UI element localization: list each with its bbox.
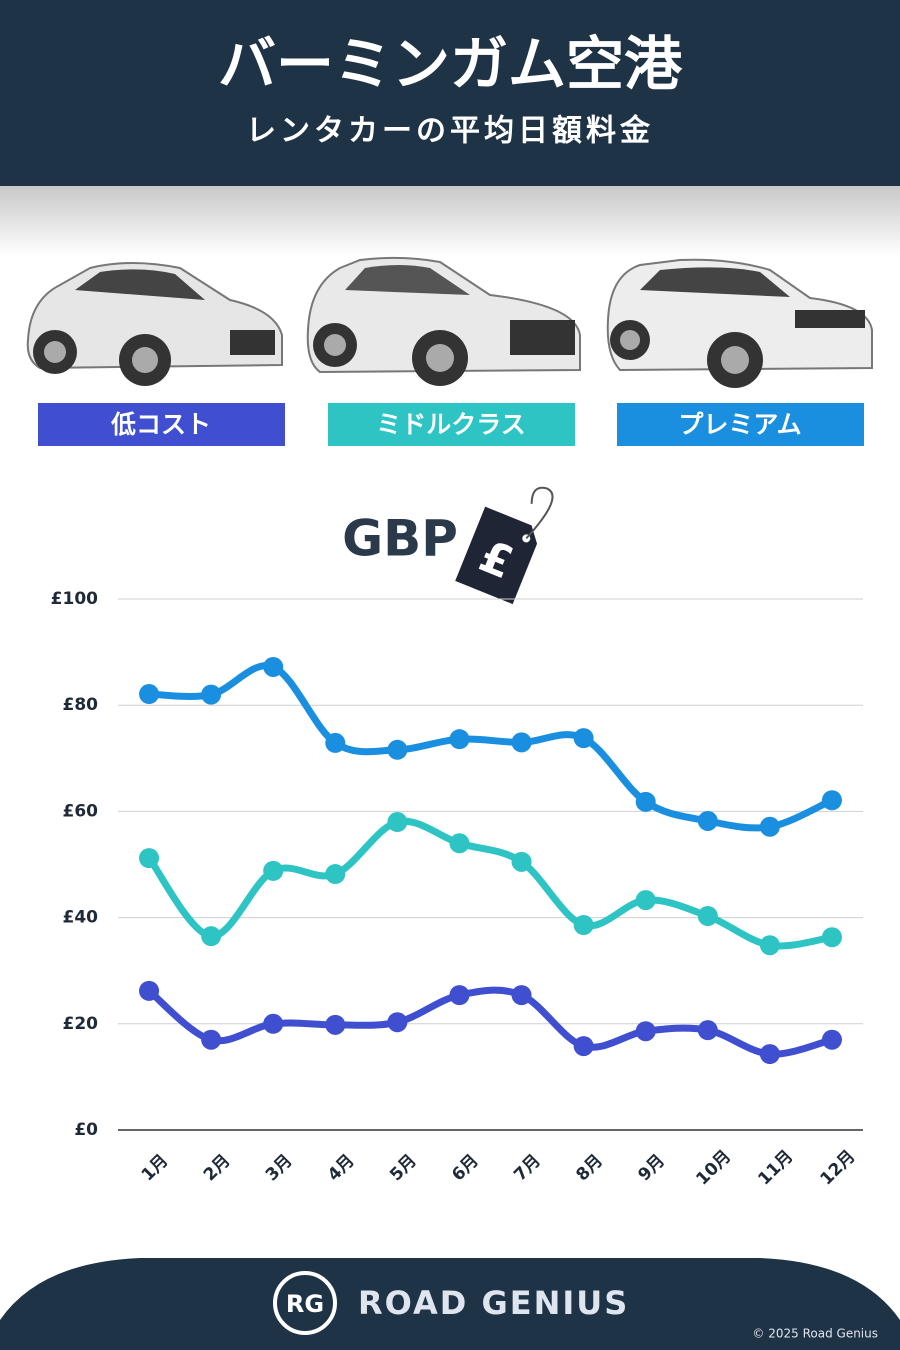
data-point — [325, 864, 346, 885]
data-point — [139, 684, 160, 705]
legend-swatch — [617, 403, 864, 446]
data-point — [821, 927, 842, 948]
price-tag: £ — [455, 486, 554, 605]
data-point — [759, 816, 780, 837]
data-point — [201, 926, 222, 947]
y-tick-label: £80 — [63, 695, 99, 715]
unit-label: GBP — [342, 510, 458, 568]
data-point — [511, 732, 532, 753]
logo: RG — [286, 1290, 324, 1318]
header-shadow — [0, 186, 900, 256]
y-tick-label: £20 — [63, 1014, 99, 1034]
data-point — [449, 985, 470, 1006]
data-point — [759, 1044, 780, 1065]
data-point — [821, 1029, 842, 1050]
data-point — [263, 860, 284, 881]
data-point — [449, 833, 470, 854]
copyright: © 2025 Road Genius — [752, 1327, 878, 1341]
legend-label: 低コスト — [110, 410, 211, 439]
data-point — [387, 1012, 408, 1033]
legend: 低コスト ミドルクラス プレミアム — [38, 403, 864, 446]
data-point — [387, 739, 408, 760]
data-point — [263, 1013, 284, 1034]
data-point — [573, 915, 594, 936]
data-point — [697, 906, 718, 927]
data-point — [511, 985, 532, 1006]
car-premium — [606, 258, 873, 388]
y-tick-label: £0 — [74, 1120, 98, 1140]
header — [0, 0, 900, 186]
data-point — [511, 851, 532, 872]
y-tick-label: £100 — [51, 589, 98, 609]
data-point — [697, 810, 718, 831]
legend-label: ミドルクラス — [376, 410, 526, 439]
data-point — [759, 935, 780, 956]
car-hatchback — [26, 262, 283, 386]
data-point — [697, 1020, 718, 1041]
data-point — [573, 1036, 594, 1057]
data-point — [263, 656, 284, 677]
subtitle: レンタカーの平均日額料金 — [246, 114, 654, 149]
car-suv — [306, 256, 581, 386]
data-point — [325, 1014, 346, 1035]
brand: ROAD GENIUS — [358, 1284, 629, 1322]
legend-swatch — [38, 403, 285, 446]
data-point — [201, 1029, 222, 1050]
legend-label: プレミアム — [678, 410, 801, 439]
data-point — [635, 1021, 656, 1042]
data-point — [821, 790, 842, 811]
data-point — [201, 684, 222, 705]
y-tick-label: £60 — [63, 801, 99, 821]
footer — [0, 1258, 900, 1350]
data-point — [139, 980, 160, 1001]
title: バーミンガム空港 — [218, 30, 683, 98]
legend-swatch — [328, 403, 575, 446]
data-point — [139, 848, 160, 869]
logo-ring — [273, 1271, 337, 1335]
data-point — [635, 890, 656, 911]
data-point — [635, 791, 656, 812]
data-point — [325, 732, 346, 753]
y-tick-label: £40 — [63, 908, 99, 928]
data-point — [387, 812, 408, 833]
data-point — [449, 729, 470, 750]
data-point — [573, 728, 594, 749]
